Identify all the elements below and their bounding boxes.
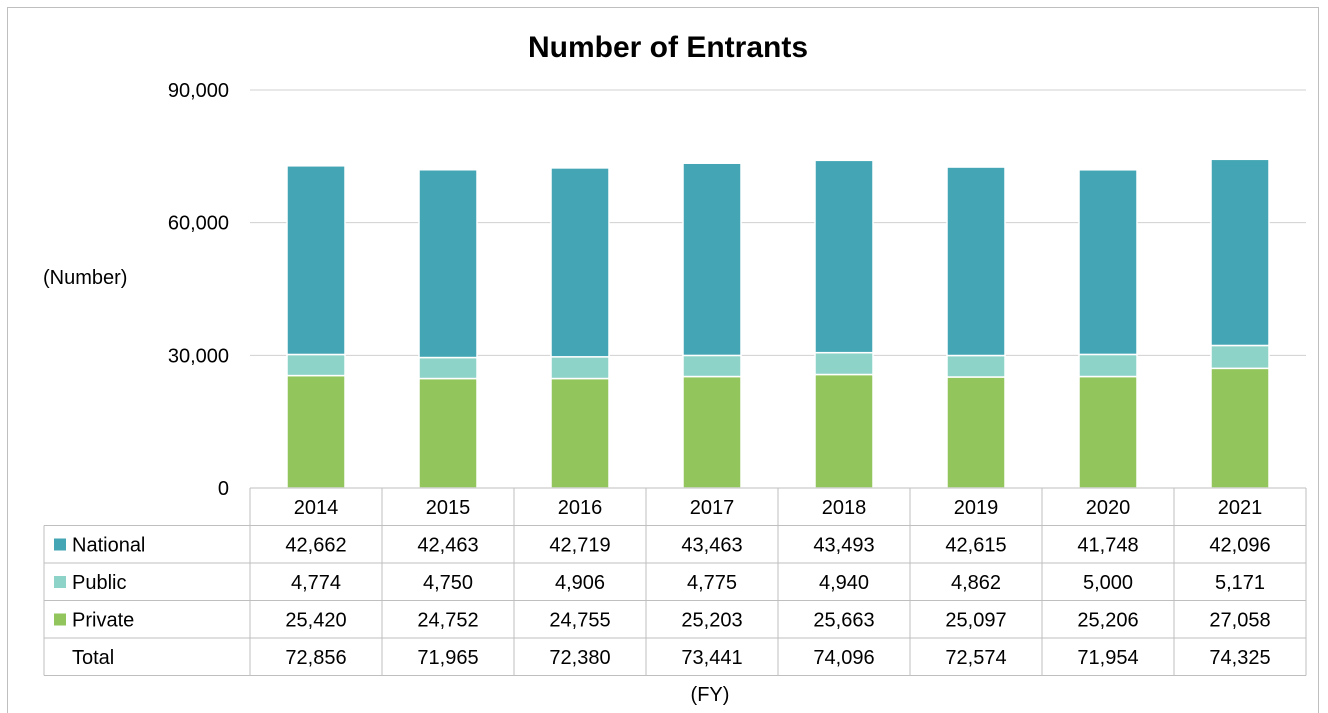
x-tick-label: 2019	[954, 497, 999, 519]
legend-label-private: Private	[72, 610, 134, 632]
data-label-private: 25,203	[681, 610, 742, 632]
data-label-private: 25,097	[945, 610, 1006, 632]
x-tick-label: 2015	[426, 497, 471, 519]
bar-segment-private	[946, 376, 1006, 489]
data-label-public: 4,906	[555, 572, 605, 594]
data-label-public: 5,000	[1083, 572, 1133, 594]
data-label-national: 43,463	[681, 535, 742, 557]
bar-segment-public	[814, 351, 874, 376]
chart-title: Number of Entrants	[528, 31, 808, 64]
bar-segment-national	[682, 162, 742, 357]
data-label-total: 73,441	[681, 647, 742, 669]
y-tick-labels: 0 30,000 60,000 90,000	[168, 80, 229, 500]
data-label-private: 25,206	[1077, 610, 1138, 632]
bar-segment-national	[1078, 169, 1138, 356]
bar-segment-national	[286, 165, 346, 356]
data-label-total: 72,380	[549, 647, 610, 669]
bar-segment-public	[286, 353, 346, 377]
data-label-private: 24,752	[417, 610, 478, 632]
bar-segment-public	[1210, 344, 1270, 370]
x-tick-label: 2017	[690, 497, 735, 519]
data-label-public: 4,750	[423, 572, 473, 594]
bar-segment-private	[550, 377, 610, 489]
data-label-national: 42,463	[417, 535, 478, 557]
x-tick-label: 2014	[294, 497, 339, 519]
bar-segment-public	[682, 354, 742, 378]
data-label-public: 4,862	[951, 572, 1001, 594]
bars	[286, 158, 1270, 489]
legend-key-public	[54, 576, 66, 588]
data-label-national: 42,719	[549, 535, 610, 557]
data-label-national: 42,615	[945, 535, 1006, 557]
bar-segment-national	[550, 167, 610, 358]
x-tick-label: 2016	[558, 497, 603, 519]
data-label-private: 24,755	[549, 610, 610, 632]
data-label-total: 74,096	[813, 647, 874, 669]
total-label: Total	[72, 647, 114, 669]
chart-frame	[7, 7, 1319, 713]
data-label-private: 25,663	[813, 610, 874, 632]
legend-key-national	[54, 538, 66, 551]
bar-segment-private	[286, 374, 346, 489]
data-label-public: 4,774	[291, 572, 341, 594]
legend-label-public: Public	[72, 572, 126, 594]
y-tick-label: 90,000	[168, 80, 229, 102]
y-tick-label: 60,000	[168, 213, 229, 235]
legend-key-private	[54, 613, 66, 626]
bar-segment-national	[1210, 158, 1270, 347]
bar-segment-national	[418, 169, 478, 359]
data-label-public: 4,775	[687, 572, 737, 594]
data-label-public: 4,940	[819, 572, 869, 594]
bar-segment-public	[1078, 353, 1138, 378]
bar-segment-national	[814, 159, 874, 354]
data-label-total: 71,954	[1077, 647, 1138, 669]
data-label-national: 42,662	[285, 535, 346, 557]
data-label-national: 41,748	[1077, 535, 1138, 557]
data-label-private: 25,420	[285, 610, 346, 632]
data-label-total: 72,856	[285, 647, 346, 669]
y-axis-label: (Number)	[43, 267, 127, 289]
data-label-total: 71,965	[417, 647, 478, 669]
data-table: 2014 2015 2016 2017 2018 2019 2020 2021 National…	[43, 487, 1307, 676]
x-tick-label: 2020	[1086, 497, 1131, 519]
data-label-total: 72,574	[945, 647, 1006, 669]
data-label-national: 43,493	[813, 535, 874, 557]
bar-segment-private	[418, 377, 478, 489]
data-label-national: 42,096	[1209, 535, 1270, 557]
bar-segment-private	[1078, 375, 1138, 489]
y-tick-label: 30,000	[168, 345, 229, 367]
bar-segment-national	[946, 166, 1006, 357]
data-label-total: 74,325	[1209, 647, 1270, 669]
x-tick-label: 2021	[1218, 497, 1263, 519]
bar-segment-private	[814, 373, 874, 489]
bar-segment-public	[946, 354, 1006, 378]
x-axis-label: (FY)	[691, 684, 730, 706]
bar-segment-private	[1210, 367, 1270, 489]
y-tick-label: 0	[218, 478, 229, 500]
x-tick-label: 2018	[822, 497, 867, 519]
bar-segment-public	[550, 356, 610, 380]
legend-label-national: National	[72, 535, 145, 557]
bar-segment-private	[682, 375, 742, 489]
data-label-public: 5,171	[1215, 572, 1265, 594]
bar-segment-public	[418, 356, 478, 380]
gridlines	[250, 89, 1306, 356]
data-label-private: 27,058	[1209, 610, 1270, 632]
